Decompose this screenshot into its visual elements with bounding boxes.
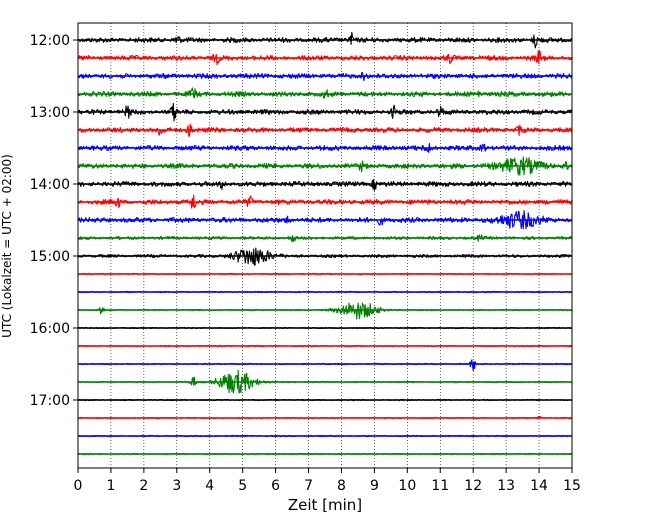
y-tick-label: 14:00 bbox=[30, 177, 70, 193]
plot-frame bbox=[77, 22, 573, 469]
x-gridlines bbox=[110, 23, 540, 468]
x-tick-label: 4 bbox=[205, 478, 214, 494]
x-tick-label: 1 bbox=[106, 478, 115, 494]
y-tick-label: 16:00 bbox=[30, 321, 70, 337]
y-axis-ticks: 12:00 13:00 14:00 15:00 16:00 17:00 bbox=[30, 33, 78, 409]
y-tick-label: 12:00 bbox=[30, 33, 70, 49]
x-tick-label: 8 bbox=[337, 478, 346, 494]
y-axis-label: UTC (Lokalzeit = UTC + 02:00) bbox=[0, 154, 14, 338]
y-tick-label: 15:00 bbox=[30, 249, 70, 265]
x-tick-label: 11 bbox=[431, 478, 449, 494]
x-tick-label: 14 bbox=[530, 478, 548, 494]
x-tick-label: 7 bbox=[304, 478, 313, 494]
x-tick-label: 6 bbox=[271, 478, 280, 494]
y-tick-label: 17:00 bbox=[30, 393, 70, 409]
x-axis-ticks: 0 1 2 3 4 5 6 7 8 9 10 11 12 13 14 15 bbox=[74, 468, 581, 494]
seismogram-traces bbox=[77, 31, 573, 456]
x-tick-label: 13 bbox=[497, 478, 515, 494]
x-tick-label: 9 bbox=[370, 478, 379, 494]
trace-1400 bbox=[77, 179, 573, 191]
x-tick-label: 2 bbox=[139, 478, 148, 494]
x-tick-label: 12 bbox=[464, 478, 482, 494]
y-tick-label: 13:00 bbox=[30, 105, 70, 121]
x-tick-label: 10 bbox=[398, 478, 416, 494]
x-tick-label: 0 bbox=[74, 478, 83, 494]
x-tick-label: 15 bbox=[563, 478, 581, 494]
x-tick-label: 3 bbox=[172, 478, 181, 494]
x-axis-label: Zeit [min] bbox=[288, 496, 362, 514]
x-tick-label: 5 bbox=[238, 478, 247, 494]
